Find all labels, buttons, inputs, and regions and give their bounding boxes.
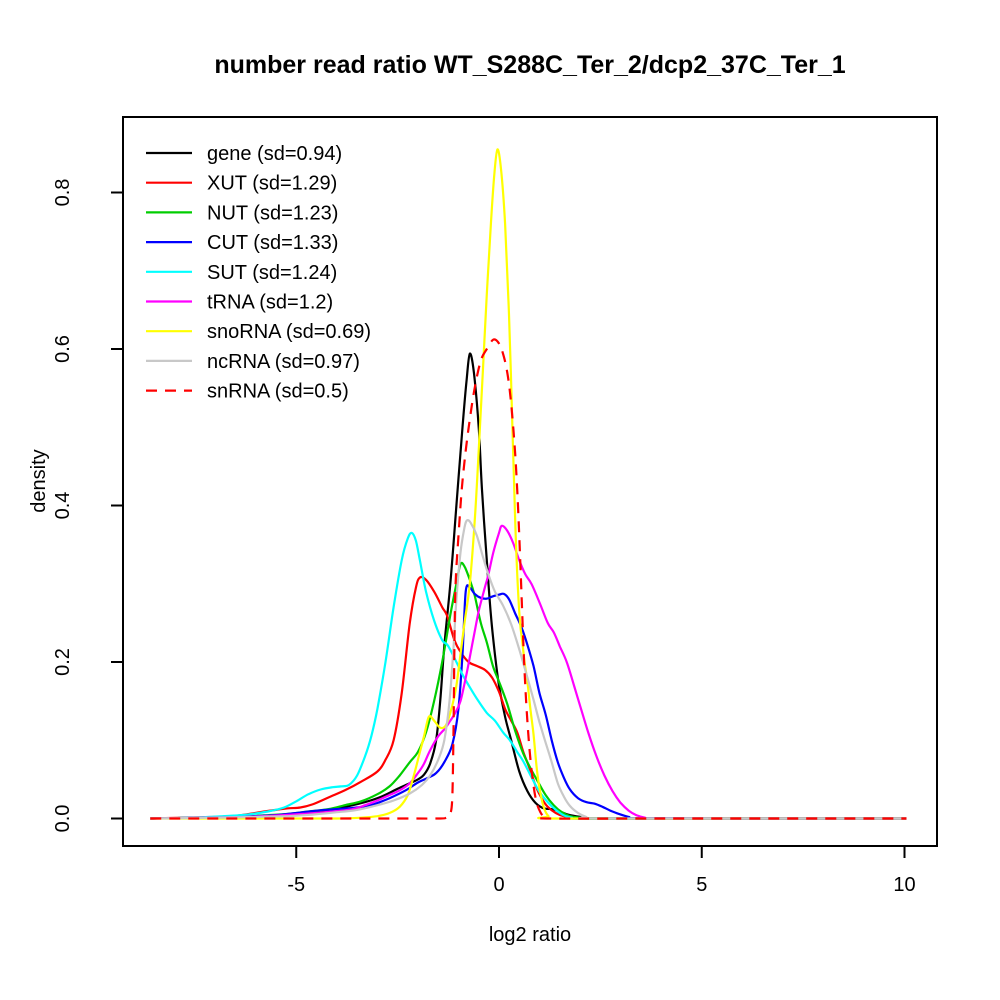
legend: gene (sd=0.94) XUT (sd=1.29) NUT (sd=1.23)… — [146, 143, 371, 403]
curve-tRNA — [150, 524, 907, 820]
curve-snoRNA — [150, 148, 907, 820]
curve-XUT — [150, 575, 907, 820]
y-axis-tick-label: 0.8 — [52, 179, 74, 207]
x-axis-tick-label: 0 — [493, 874, 504, 896]
legend-label-XUT: XUT (sd=1.29) — [207, 173, 337, 195]
legend-label-CUT: CUT (sd=1.33) — [207, 232, 338, 254]
density-curves — [150, 148, 907, 820]
legend-label-snoRNA: snoRNA (sd=0.69) — [207, 321, 371, 343]
plot-frame — [122, 116, 938, 847]
axes: -5 0 5 10 0.0 0.2 0.4 0.6 0.8 — [52, 179, 916, 896]
legend-label-snRNA: snRNA (sd=0.5) — [207, 381, 349, 403]
legend-label-gene: gene (sd=0.94) — [207, 143, 342, 165]
legend-label-tRNA: tRNA (sd=1.2) — [207, 292, 333, 314]
curve-ncRNA — [150, 518, 907, 820]
curve-NUT — [150, 561, 907, 820]
y-axis-tick-label: 0.2 — [52, 648, 74, 676]
x-axis-label: log2 ratio — [489, 924, 571, 946]
x-axis-tick-label: 10 — [893, 874, 915, 896]
legend-label-SUT: SUT (sd=1.24) — [207, 262, 337, 284]
y-axis-label: density — [28, 449, 50, 512]
x-axis-tick-label: -5 — [287, 874, 305, 896]
y-axis-tick-label: 0.0 — [52, 805, 74, 833]
legend-label-ncRNA: ncRNA (sd=0.97) — [207, 351, 360, 373]
y-axis-tick-label: 0.6 — [52, 335, 74, 363]
legend-label-NUT: NUT (sd=1.23) — [207, 202, 338, 224]
x-axis-tick-label: 5 — [696, 874, 707, 896]
curve-CUT — [150, 584, 907, 820]
curve-snRNA — [150, 338, 907, 820]
y-axis-tick-label: 0.4 — [52, 492, 74, 520]
chart-title: number read ratio WT_S288C_Ter_2/dcp2_37… — [214, 51, 845, 79]
